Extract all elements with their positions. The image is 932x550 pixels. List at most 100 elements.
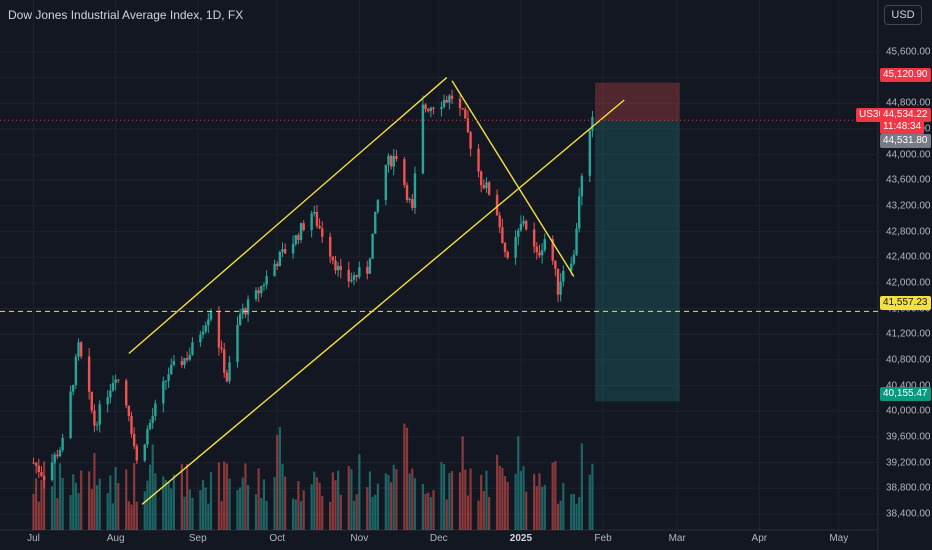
candle-body	[188, 354, 191, 360]
volume-bar	[133, 463, 136, 530]
volume-bar	[588, 474, 591, 530]
candle-body	[421, 104, 425, 174]
volume-bar	[244, 463, 247, 530]
volume-bar	[488, 496, 491, 530]
volume-bar	[209, 472, 213, 530]
volume-bar	[427, 492, 430, 530]
candle-body	[554, 260, 557, 269]
candle-body	[543, 239, 546, 251]
volume-bar	[146, 480, 149, 530]
volume-bar	[358, 454, 361, 530]
volume-bar	[299, 501, 303, 530]
volume-bar	[276, 434, 279, 530]
time-tick-label: Nov	[350, 533, 369, 544]
candle-body	[130, 416, 133, 434]
candle-body	[427, 109, 430, 112]
volume-bar	[154, 473, 157, 530]
volume-bar	[533, 473, 536, 530]
candle-body	[278, 251, 282, 267]
symbol-title[interactable]: Dow Jones Industrial Average Index, 1D, …	[8, 8, 244, 22]
candle-body	[352, 275, 356, 280]
time-tick-label: Jul	[27, 533, 40, 544]
volume-bar	[371, 496, 374, 530]
candle-body	[413, 173, 417, 208]
descending-trendline	[451, 80, 575, 277]
candle-body	[591, 117, 594, 131]
candle-body	[570, 263, 573, 271]
candle-body	[318, 226, 321, 229]
volume-bar	[535, 486, 538, 530]
candle-body	[477, 148, 480, 172]
candle-body	[517, 230, 520, 237]
volume-bar	[236, 489, 239, 530]
volume-bar	[501, 467, 504, 530]
volume-bar	[477, 500, 480, 530]
candle-body	[442, 99, 446, 108]
candle-body	[575, 228, 578, 255]
candle-body	[551, 239, 554, 261]
volume-bar	[220, 501, 223, 530]
candle-body	[199, 334, 202, 343]
volume-bar	[151, 444, 154, 530]
candle-body	[260, 286, 263, 294]
volume-bar	[77, 493, 80, 530]
candle-body	[223, 349, 226, 373]
candle-body	[387, 155, 390, 165]
time-tick-label: Apr	[751, 533, 768, 544]
candle-body	[482, 185, 486, 189]
candle-body	[429, 107, 433, 112]
candle-body	[392, 155, 395, 167]
candle-body	[170, 364, 173, 375]
volume-bar	[188, 489, 191, 530]
candle-body	[405, 185, 409, 201]
candle-body	[74, 356, 78, 385]
candle-body	[479, 171, 483, 186]
volume-bar	[297, 481, 300, 530]
volume-bar	[170, 488, 173, 530]
volume-bar	[162, 476, 165, 530]
volume-bar	[413, 478, 417, 530]
price-tick-label: 42,000.00	[886, 277, 931, 289]
candle-body	[358, 267, 361, 277]
volume-bar	[35, 478, 38, 530]
volume-bar	[448, 472, 451, 530]
time-tick-label: Mar	[668, 533, 686, 544]
candle-body	[355, 275, 358, 277]
candle-body	[424, 104, 427, 110]
candle-body	[135, 446, 139, 461]
volume-bar	[143, 491, 146, 530]
volume-bar	[310, 484, 313, 530]
candle-body	[98, 404, 101, 425]
volume-bar	[525, 491, 528, 530]
volume-bar	[284, 476, 287, 530]
candle-body	[503, 242, 507, 252]
time-tick-label: 2025	[509, 533, 533, 544]
candle-body	[461, 108, 464, 110]
volume-bar	[554, 461, 557, 530]
volume-bar	[376, 483, 379, 530]
volume-bar	[517, 436, 520, 530]
candle-body	[172, 361, 176, 365]
candle-body	[34, 462, 38, 466]
currency-button[interactable]: USD	[884, 5, 922, 25]
candle-body	[228, 362, 231, 382]
candle-body	[132, 433, 136, 447]
price-tick-label: 42,800.00	[886, 226, 931, 238]
volume-bar	[408, 473, 411, 530]
volume-bar	[180, 464, 183, 530]
volume-bar	[570, 494, 573, 530]
volume-bar	[114, 467, 117, 530]
volume-bar	[53, 460, 56, 530]
volume-bar	[257, 468, 260, 530]
candle-body	[350, 279, 353, 282]
candle-body	[445, 99, 448, 103]
volume-bar	[172, 474, 175, 530]
candle-body	[532, 229, 536, 247]
candle-body	[514, 236, 517, 258]
volume-bar	[352, 500, 356, 530]
volume-bar	[329, 501, 332, 530]
price-tick-label: 43,200.00	[886, 200, 931, 212]
candle-body	[42, 475, 46, 481]
candle-body	[299, 223, 303, 240]
